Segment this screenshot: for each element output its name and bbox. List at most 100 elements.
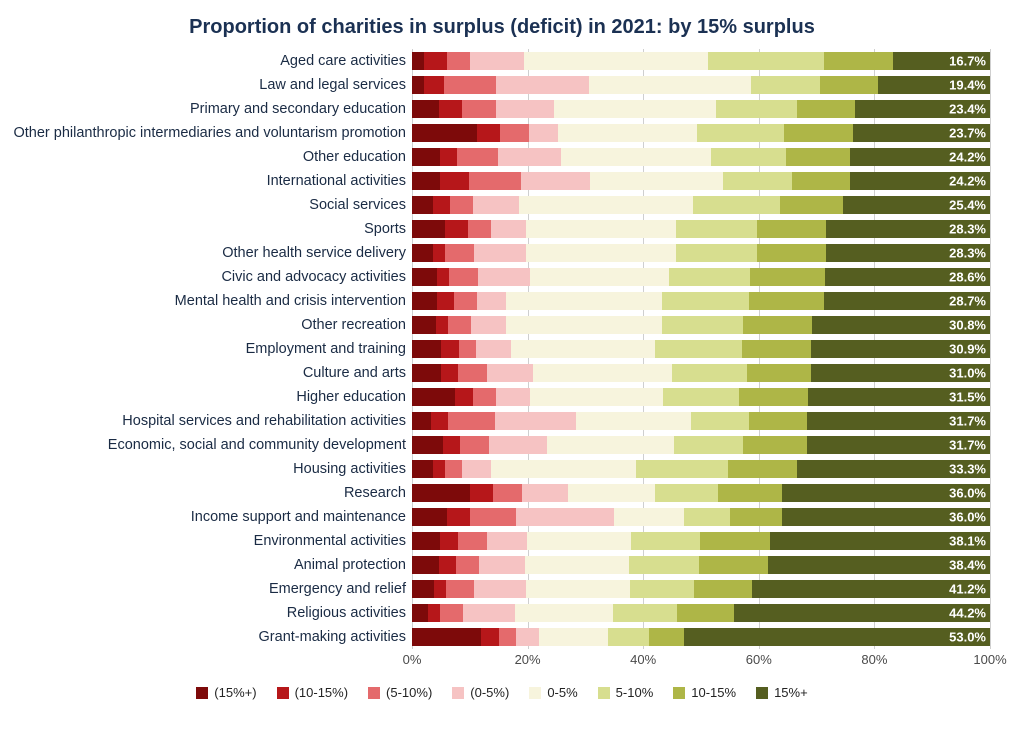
bar-segment <box>676 220 757 238</box>
category-label: Hospital services and rehabilitation act… <box>12 413 412 429</box>
stacked-bar: 28.3% <box>412 244 990 262</box>
legend-label: (10-15%) <box>295 685 348 700</box>
bar-segment <box>718 484 782 502</box>
bar-segment <box>424 52 447 70</box>
bar-segment <box>590 172 723 190</box>
category-label: Grant-making activities <box>12 629 412 645</box>
category-label: Higher education <box>12 389 412 405</box>
bar-segment <box>412 460 433 478</box>
legend-swatch <box>277 687 289 699</box>
bar-segment <box>693 196 780 214</box>
legend-swatch <box>452 687 464 699</box>
bar-segment <box>684 628 990 646</box>
stacked-bar: 19.4% <box>412 76 990 94</box>
bar-value-label: 36.0% <box>949 510 986 525</box>
bar-segment <box>446 580 475 598</box>
bar-segment <box>589 76 751 94</box>
bar-segment <box>506 292 662 310</box>
bar-segment <box>613 604 677 622</box>
bar-segment <box>412 316 436 334</box>
legend-label: 10-15% <box>691 685 736 700</box>
bar-segment <box>663 388 738 406</box>
bar-segment <box>439 100 462 118</box>
bar-row: Aged care activities16.7% <box>12 51 990 71</box>
bar-segment <box>489 436 547 454</box>
bar-row: Grant-making activities 53.0% <box>12 627 990 647</box>
bar-segment <box>469 172 521 190</box>
bar-row: Environmental activities38.1% <box>12 531 990 551</box>
legend-item: 5-10% <box>598 685 654 700</box>
bar-row: Law and legal services19.4% <box>12 75 990 95</box>
bar-segment <box>780 196 844 214</box>
bar-segment <box>445 460 462 478</box>
bar-value-label: 24.2% <box>949 174 986 189</box>
bar-segment <box>462 100 497 118</box>
bar-segment <box>437 268 449 286</box>
bar-value-label: 28.3% <box>949 222 986 237</box>
bar-row: Hospital services and rehabilitation act… <box>12 411 990 431</box>
legend-label: (15%+) <box>214 685 256 700</box>
category-label: Employment and training <box>12 341 412 357</box>
bar-segment <box>792 172 850 190</box>
legend-item: (0-5%) <box>452 685 509 700</box>
bar-segment <box>649 628 684 646</box>
bar-value-label: 38.4% <box>949 558 986 573</box>
bar-segment <box>500 124 529 142</box>
bar-row: International activities24.2% <box>12 171 990 191</box>
bar-segment <box>820 76 878 94</box>
bar-segment <box>700 532 769 550</box>
stacked-bar: 53.0% <box>412 628 990 646</box>
bar-row: Housing activities33.3% <box>12 459 990 479</box>
bar-segment <box>440 148 457 166</box>
bar-value-label: 53.0% <box>949 630 986 645</box>
legend-swatch <box>673 687 685 699</box>
bar-segment <box>728 460 797 478</box>
stacked-bar: 31.7% <box>412 412 990 430</box>
legend-item: (5-10%) <box>368 685 432 700</box>
bar-row: Higher education31.5% <box>12 387 990 407</box>
bar-segment <box>479 556 525 574</box>
bar-segment <box>674 436 743 454</box>
bar-value-label: 41.2% <box>949 582 986 597</box>
stacked-bar: 36.0% <box>412 508 990 526</box>
bar-segment <box>561 148 711 166</box>
bar-segment <box>699 556 768 574</box>
bar-segment <box>519 196 692 214</box>
bar-segment <box>511 340 656 358</box>
bar-segment <box>458 532 487 550</box>
bar-segment <box>412 220 445 238</box>
bar-segment <box>473 388 496 406</box>
bar-value-label: 31.7% <box>949 438 986 453</box>
bar-segment <box>716 100 797 118</box>
category-label: Sports <box>12 221 412 237</box>
bar-row: Other recreation30.8% <box>12 315 990 335</box>
bar-segment <box>412 292 437 310</box>
x-tick-label: 20% <box>515 652 541 667</box>
category-label: Housing activities <box>12 461 412 477</box>
bar-segment <box>462 460 491 478</box>
bar-value-label: 28.7% <box>949 294 986 309</box>
bar-row: Employment and training30.9% <box>12 339 990 359</box>
bar-segment <box>677 604 735 622</box>
bar-segment <box>460 436 489 454</box>
bar-segment <box>672 364 747 382</box>
bar-segment <box>443 436 460 454</box>
bar-row: Civic and advocacy activities28.6% <box>12 267 990 287</box>
bar-value-label: 23.4% <box>949 102 986 117</box>
category-label: Research <box>12 485 412 501</box>
bar-segment <box>526 244 676 262</box>
bar-segment <box>476 340 511 358</box>
stacked-bar: 38.1% <box>412 532 990 550</box>
bar-segment <box>448 412 494 430</box>
bar-segment <box>797 100 855 118</box>
bar-value-label: 24.2% <box>949 150 986 165</box>
bar-segment <box>412 196 433 214</box>
bar-segment <box>708 52 824 70</box>
bar-segment <box>444 76 496 94</box>
bar-segment <box>412 148 440 166</box>
bar-segment <box>749 412 807 430</box>
bar-segment <box>471 316 506 334</box>
bar-segment <box>447 508 470 526</box>
bar-row: Social services25.4% <box>12 195 990 215</box>
stacked-bar: 44.2% <box>412 604 990 622</box>
